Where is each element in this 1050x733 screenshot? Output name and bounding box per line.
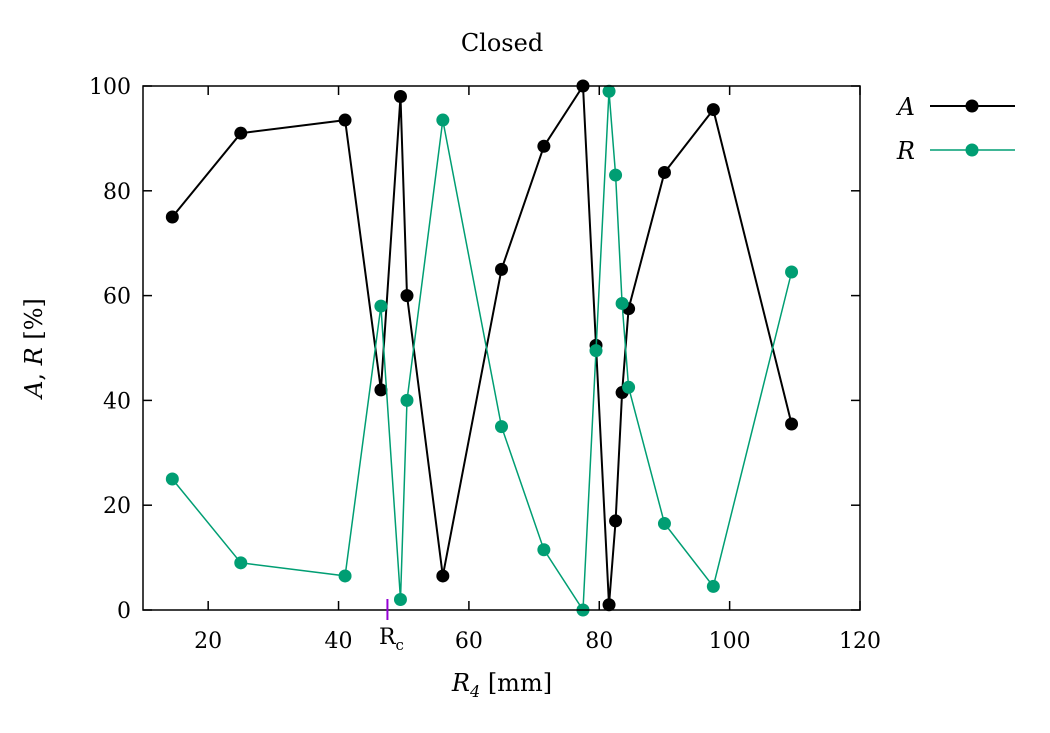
series-A <box>165 79 799 612</box>
data-point-R <box>706 579 720 593</box>
data-point-R <box>338 569 352 583</box>
data-point-R <box>436 113 450 127</box>
data-point-A <box>234 126 248 140</box>
data-point-A <box>657 165 671 179</box>
data-point-A <box>609 514 623 528</box>
y-tick-label: 100 <box>89 75 131 100</box>
rc-label-sub: c <box>396 636 404 654</box>
x-tick-label: 120 <box>839 629 881 654</box>
rc-annotation: Rc <box>379 599 404 654</box>
data-point-A <box>393 89 407 103</box>
y-tick-label: 60 <box>103 285 131 310</box>
data-point-A <box>400 289 414 303</box>
rc-label-main: R <box>379 625 397 650</box>
y-tick-label: 80 <box>103 180 131 205</box>
x-tick-label: 40 <box>325 629 353 654</box>
y-axis-label-sep: , <box>20 365 48 380</box>
x-tick-label: 20 <box>194 629 222 654</box>
legend: AR <box>896 93 1015 165</box>
data-point-R <box>400 393 414 407</box>
data-point-A <box>785 417 799 431</box>
x-axis-label-unit: [mm] <box>480 669 552 697</box>
x-tick-label: 100 <box>709 629 751 654</box>
data-point-R <box>622 380 636 394</box>
y-axis-label-r: R <box>20 347 48 366</box>
y-tick-label: 0 <box>117 599 131 624</box>
data-point-R <box>602 84 616 98</box>
data-point-A <box>374 383 388 397</box>
legend-label-R: R <box>896 137 915 165</box>
y-tick-label: 20 <box>103 494 131 519</box>
data-point-A <box>495 262 508 276</box>
data-point-A <box>165 210 179 224</box>
y-tick-label: 40 <box>103 389 131 414</box>
data-point-R <box>537 543 551 557</box>
x-axis-label-sub: 4 <box>469 682 480 701</box>
series-line-A <box>171 82 793 605</box>
data-point-R <box>589 344 603 358</box>
plot-frame <box>142 85 861 611</box>
series-line-R <box>171 91 793 613</box>
data-point-R <box>615 296 629 310</box>
chart-title: Closed <box>461 29 543 57</box>
x-tick-label: 60 <box>455 629 483 654</box>
y-axis-label: A, R [%] <box>20 298 48 400</box>
series-R <box>165 84 799 617</box>
data-point-A <box>602 598 616 612</box>
data-point-R <box>393 593 407 607</box>
data-point-R <box>785 265 799 279</box>
data-point-A <box>338 113 352 127</box>
data-point-R <box>657 517 671 531</box>
data-point-A <box>706 103 720 117</box>
data-point-R <box>374 299 388 313</box>
y-axis-label-unit: [%] <box>20 298 48 347</box>
data-point-R <box>165 472 179 486</box>
rc-label: Rc <box>379 625 404 654</box>
data-point-R <box>495 420 508 434</box>
legend-marker-A <box>965 99 979 113</box>
data-point-R <box>234 556 248 570</box>
series-layer <box>165 79 799 617</box>
x-axis-label: R4 [mm] <box>451 669 552 701</box>
x-tick-label: 80 <box>585 629 613 654</box>
y-axis-label-a: A <box>20 381 48 400</box>
data-point-A <box>436 569 450 583</box>
legend-label-A: A <box>896 93 915 121</box>
axis-ticks: 20 40 60 80 100 120 0 20 40 60 80 100 <box>89 75 881 654</box>
legend-marker-R <box>965 143 979 157</box>
x-axis-label-var: R <box>451 669 470 697</box>
data-point-A <box>537 139 551 153</box>
data-point-R <box>609 168 623 182</box>
